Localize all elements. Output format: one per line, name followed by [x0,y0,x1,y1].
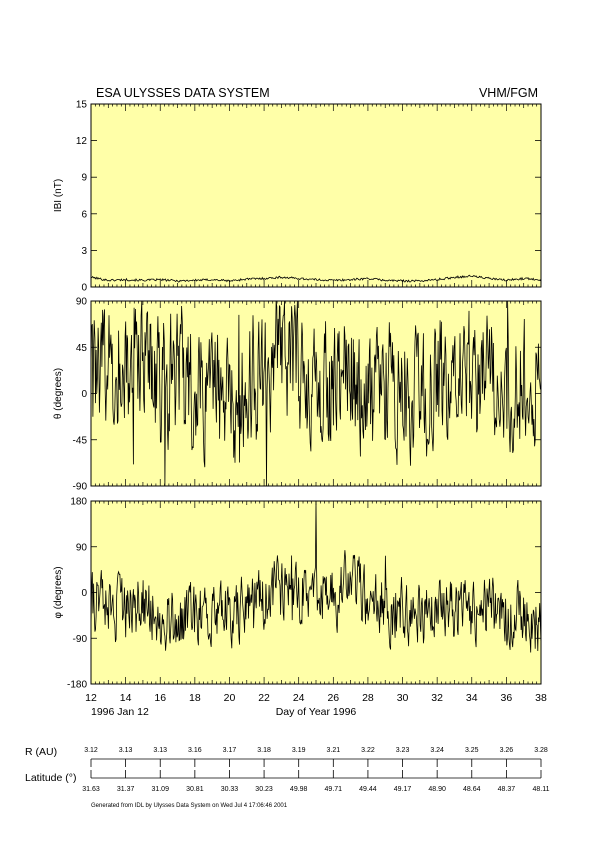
x-tick-label: 16 [154,692,166,704]
y-tick-label: 180 [70,497,87,508]
phi-panel: -180 -90 0 90 180 φ (degrees) [53,497,542,691]
y-axis-label: θ (degrees) [53,368,64,419]
orbit-value: 49.44 [359,786,377,793]
x-tick-label: 12 [85,692,97,704]
panel-background [90,103,542,288]
orbit-value: 31.63 [82,786,100,793]
data-series-line [90,274,542,283]
x-axis-label: Day of Year 1996 [276,706,357,718]
orbit-value: 3.18 [257,747,271,754]
x-tick-label: 34 [466,692,478,704]
y-tick-label: -180 [67,680,87,691]
orbit-value: 48.90 [428,786,446,793]
orbit-value: 30.81 [186,786,204,793]
x-tick-label: 30 [397,692,409,704]
y-tick-label: 12 [76,136,88,147]
data-series-line [90,500,542,653]
orbit-value: 31.09 [151,786,169,793]
orbit-value: 49.71 [325,786,343,793]
orbit-value: 3.17 [223,747,237,754]
y-tick-label: 90 [76,542,88,553]
y-tick-label: 15 [76,100,88,111]
orbit-value: 31.37 [117,786,135,793]
y-tick-label: -90 [73,482,88,493]
y-axis-label: IBI (nT) [53,179,64,212]
orbit-value: 49.17 [394,786,412,793]
orbit-value: 3.16 [188,747,202,754]
orbit-value: 3.22 [361,747,375,754]
magnitude-panel: 0 3 6 9 12 15 IBI (nT) [53,100,542,294]
x-start-date-label: 1996 Jan 12 [91,706,149,718]
x-tick-label: 26 [327,692,339,704]
orbit-value: 30.33 [221,786,239,793]
r-au-label: R (AU) [25,746,57,758]
orbit-value: 3.23 [396,747,410,754]
y-tick-label: 6 [81,209,87,220]
data-series-line [90,300,542,487]
y-tick-label: 90 [76,297,88,308]
header-right-title: VHM/FGM [479,86,538,100]
x-tick-label: 36 [501,692,513,704]
x-tick-label: 32 [431,692,443,704]
orbit-value: 3.13 [153,747,167,754]
y-tick-label: -90 [73,634,88,645]
x-tick-label: 18 [189,692,201,704]
orbit-value: 3.21 [326,747,340,754]
orbit-value: 3.12 [84,747,98,754]
y-tick-label: 9 [81,173,87,184]
x-tick-label: 28 [362,692,374,704]
orbit-value: 3.19 [292,747,306,754]
orbit-value: 3.28 [534,747,548,754]
generation-footer: Generated from IDL by Ulysses Data Syste… [91,803,288,809]
orbit-value: 3.26 [500,747,514,754]
y-axis-label: φ (degrees) [53,566,64,618]
y-tick-label: 3 [81,246,87,257]
latitude-label: Latitude (°) [25,772,76,784]
orbit-value: 48.37 [498,786,516,793]
theta-panel: -90 -45 0 45 90 θ (degrees) [53,297,542,493]
orbit-value: 49.98 [290,786,308,793]
y-tick-label: 0 [81,283,87,294]
x-tick-label: 22 [258,692,270,704]
latitude-row: 31.63 31.37 31.09 30.81 30.33 30.23 49.98 49.71… [82,770,550,793]
x-tick-label: 20 [224,692,236,704]
x-tick-label: 24 [293,692,305,704]
orbit-value: 3.25 [465,747,479,754]
y-tick-label: 0 [81,389,87,400]
y-tick-label: 0 [81,588,87,599]
y-tick-label: -45 [73,435,88,446]
orbit-value: 48.64 [463,786,481,793]
header-left-title: ESA ULYSSES DATA SYSTEM [96,86,270,100]
orbit-value: 48.11 [533,786,550,793]
x-axis: 12 14 16 18 20 22 24 26 28 30 32 34 36 38 [85,692,547,704]
orbit-value: 3.13 [119,747,133,754]
orbit-value: 30.23 [255,786,273,793]
x-tick-label: 14 [120,692,132,704]
x-tick-label: 38 [535,692,547,704]
r-au-row: 3.12 3.13 3.13 3.16 3.17 3.18 3.19 3.21 3.22 3.23… [84,747,548,767]
orbit-value: 3.24 [430,747,444,754]
y-tick-label: 45 [76,343,88,354]
